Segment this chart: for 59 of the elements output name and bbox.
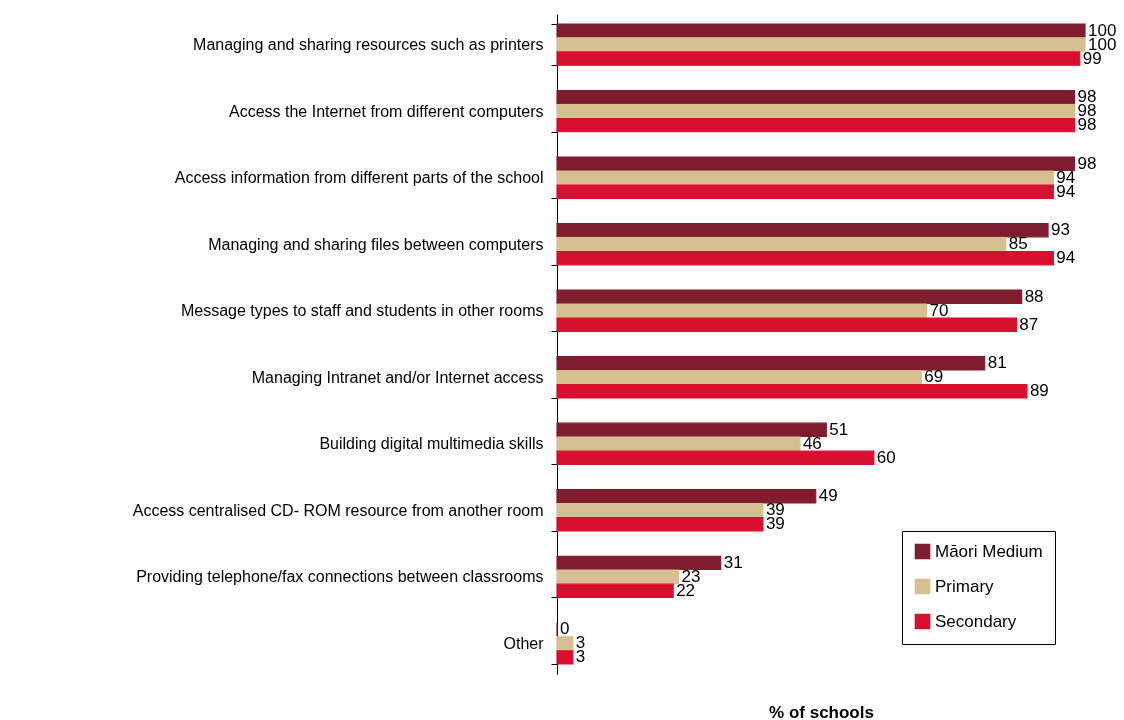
bar bbox=[556, 303, 928, 318]
y-tick-label: Access centralised CD- ROM resource from another room bbox=[132, 501, 544, 519]
legend-label: Māori Medium bbox=[935, 541, 1043, 561]
data-label: 31 bbox=[723, 552, 743, 572]
y-tick-label: Managing and sharing files between computers bbox=[208, 235, 544, 253]
bar bbox=[556, 370, 922, 385]
bar bbox=[556, 356, 986, 371]
bar bbox=[556, 103, 1076, 119]
y-tick-label: Providing telephone/fax connections between classrooms bbox=[136, 568, 544, 586]
bar bbox=[556, 436, 801, 452]
bar bbox=[556, 489, 817, 504]
y-tick-label: Other bbox=[503, 634, 545, 652]
bar bbox=[556, 569, 680, 585]
bar bbox=[556, 156, 1076, 171]
x-axis-title: % of schools bbox=[769, 702, 874, 720]
bar bbox=[556, 117, 1076, 133]
bar bbox=[556, 250, 1054, 266]
bar bbox=[556, 650, 574, 665]
bar bbox=[556, 37, 1086, 52]
y-tick-label: Access the Internet from different computers bbox=[228, 102, 544, 120]
bar bbox=[556, 222, 1049, 238]
bar bbox=[556, 289, 1023, 304]
data-label: 88 bbox=[1024, 286, 1044, 306]
y-tick-label: Managing and sharing resources such as printers bbox=[193, 36, 544, 54]
data-label: 89 bbox=[1029, 381, 1049, 401]
data-label: 0 bbox=[560, 619, 570, 639]
legend-label: Primary bbox=[935, 576, 995, 596]
data-label: 69 bbox=[924, 367, 944, 387]
bar bbox=[556, 583, 674, 599]
y-tick-label: Access information from different parts of the school bbox=[174, 169, 544, 187]
data-label: 81 bbox=[987, 353, 1007, 373]
data-label: 60 bbox=[876, 447, 896, 467]
legend-label: Secondary bbox=[935, 611, 1017, 631]
data-label: 46 bbox=[802, 433, 822, 453]
data-label: 94 bbox=[1056, 248, 1076, 268]
bar bbox=[556, 236, 1007, 252]
bar bbox=[556, 384, 1028, 399]
y-tick-label: Message types to staff and students in other rooms bbox=[180, 302, 544, 320]
bar bbox=[556, 89, 1076, 105]
data-label: 87 bbox=[1019, 314, 1039, 334]
data-label: 51 bbox=[829, 419, 849, 439]
bar bbox=[556, 636, 574, 651]
y-tick-label: Managing Intranet and/or Internet access bbox=[251, 368, 544, 386]
data-label: 49 bbox=[818, 486, 838, 506]
bar bbox=[556, 51, 1081, 66]
data-label: 70 bbox=[929, 300, 949, 320]
bar bbox=[556, 422, 827, 438]
bar bbox=[556, 184, 1054, 199]
bar bbox=[556, 450, 875, 466]
bar bbox=[556, 555, 722, 571]
bar bbox=[556, 170, 1054, 185]
data-label: 98 bbox=[1077, 153, 1097, 173]
y-tick-label: Building digital multimedia skills bbox=[319, 435, 544, 453]
bar bbox=[556, 23, 1086, 38]
bar bbox=[556, 503, 764, 518]
data-label: 85 bbox=[1008, 234, 1028, 254]
data-label: 93 bbox=[1051, 220, 1070, 240]
bar bbox=[556, 317, 1017, 332]
bar bbox=[556, 517, 764, 532]
